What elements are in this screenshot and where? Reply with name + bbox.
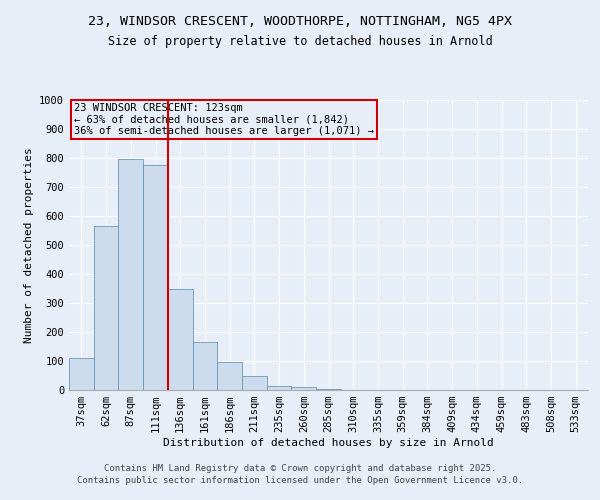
- X-axis label: Distribution of detached houses by size in Arnold: Distribution of detached houses by size …: [163, 438, 494, 448]
- Bar: [242, 376, 267, 390]
- Bar: [69, 358, 94, 390]
- Bar: [118, 160, 143, 390]
- Bar: [217, 362, 242, 390]
- Bar: [267, 386, 292, 390]
- Bar: [143, 166, 168, 390]
- Bar: [94, 226, 118, 390]
- Bar: [292, 386, 316, 390]
- Text: Size of property relative to detached houses in Arnold: Size of property relative to detached ho…: [107, 35, 493, 48]
- Text: Contains HM Land Registry data © Crown copyright and database right 2025.
Contai: Contains HM Land Registry data © Crown c…: [77, 464, 523, 485]
- Text: 23, WINDSOR CRESCENT, WOODTHORPE, NOTTINGHAM, NG5 4PX: 23, WINDSOR CRESCENT, WOODTHORPE, NOTTIN…: [88, 15, 512, 28]
- Bar: [193, 342, 217, 390]
- Text: 23 WINDSOR CRESCENT: 123sqm
← 63% of detached houses are smaller (1,842)
36% of : 23 WINDSOR CRESCENT: 123sqm ← 63% of det…: [74, 103, 374, 136]
- Y-axis label: Number of detached properties: Number of detached properties: [23, 147, 34, 343]
- Bar: [316, 388, 341, 390]
- Bar: [168, 288, 193, 390]
